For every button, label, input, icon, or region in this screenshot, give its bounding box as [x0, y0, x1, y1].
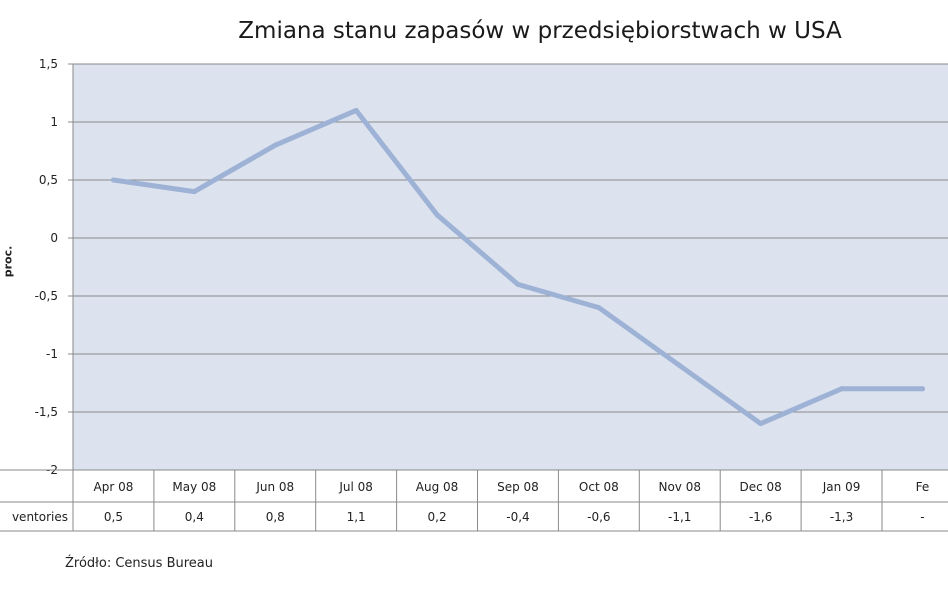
table-value-label: -1,1	[668, 510, 691, 524]
data-point	[515, 281, 521, 287]
table-value-label: 0,5	[104, 510, 123, 524]
y-tick-label: 0,5	[39, 173, 58, 187]
y-tick-label: 1,5	[39, 57, 58, 71]
x-tick-label: Nov 08	[658, 480, 701, 494]
y-tick-label: -0,5	[35, 289, 58, 303]
data-point	[758, 421, 764, 427]
data-point	[110, 177, 116, 183]
x-tick-label: Dec 08	[739, 480, 781, 494]
chart-title: Zmiana stanu zapasów w przedsiębiorstwac…	[238, 18, 842, 44]
y-tick-label: -1,5	[35, 405, 58, 419]
table-value-label: 0,4	[185, 510, 204, 524]
table-value-label: 0,8	[266, 510, 285, 524]
y-tick-label: 1	[50, 115, 58, 129]
data-point	[191, 189, 197, 195]
x-tick-label: Oct 08	[579, 480, 619, 494]
x-tick-label: Fe	[916, 480, 930, 494]
source-note: Źródło: Census Bureau	[65, 556, 213, 571]
table-value-label: -0,6	[587, 510, 610, 524]
data-point	[434, 212, 440, 218]
x-tick-label: Jul 08	[338, 480, 373, 494]
table-value-label: -1,6	[749, 510, 772, 524]
x-tick-label: Aug 08	[416, 480, 459, 494]
data-point	[353, 107, 359, 113]
data-point	[677, 363, 683, 369]
y-tick-label: 0	[50, 231, 58, 245]
x-tick-label: Apr 08	[94, 480, 134, 494]
plot-area	[73, 64, 948, 470]
x-tick-label: May 08	[172, 480, 216, 494]
table-series-label: ventories	[12, 510, 68, 524]
table-value-label: 0,2	[428, 510, 447, 524]
table-value-label: -1,3	[830, 510, 853, 524]
table-value-label: -	[920, 510, 924, 524]
x-tick-label: Jan 09	[822, 480, 861, 494]
table-value-label: -0,4	[506, 510, 529, 524]
data-point	[919, 386, 925, 392]
y-tick-label: -1	[46, 347, 58, 361]
data-point	[839, 386, 845, 392]
data-point	[596, 305, 602, 311]
data-point	[272, 142, 278, 148]
x-tick-label: Sep 08	[497, 480, 539, 494]
x-tick-label: Jun 08	[255, 480, 294, 494]
table-value-label: 1,1	[347, 510, 366, 524]
